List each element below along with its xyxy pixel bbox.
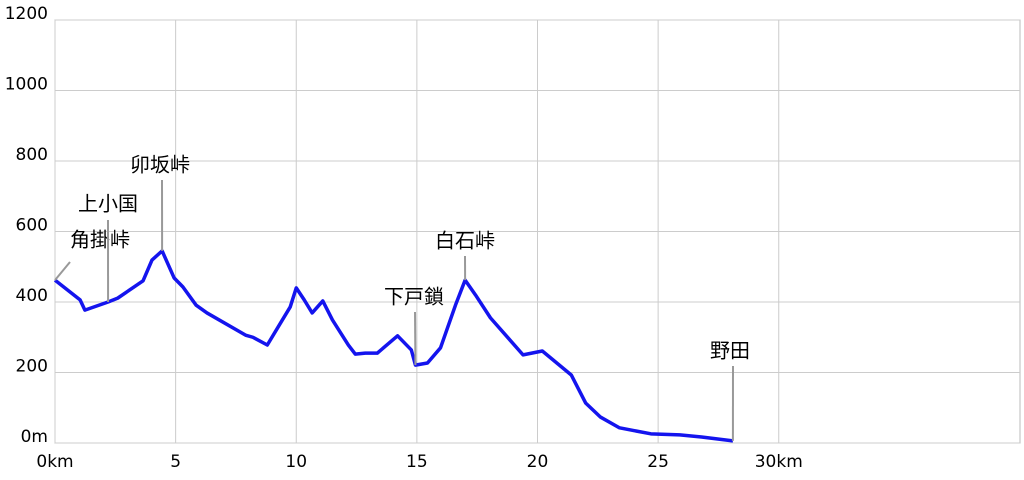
annotation-leader: [55, 262, 70, 280]
x-tick-label: 20: [527, 452, 549, 472]
annotation-label: 白石峠: [435, 229, 495, 253]
x-tick-label: 10: [285, 452, 307, 472]
y-tick-label: 1200: [5, 4, 48, 24]
x-tick-label: 0km: [36, 452, 73, 472]
annotation-label: 上小国: [78, 192, 138, 216]
y-tick-label: 600: [16, 216, 48, 236]
y-tick-label: 200: [16, 357, 48, 377]
x-tick-label: 25: [647, 452, 669, 472]
y-tick-label: 400: [16, 286, 48, 306]
annotation-label: 角掛峠: [70, 228, 130, 252]
annotation-label: 卯坂峠: [130, 153, 190, 177]
y-tick-label: 800: [16, 145, 48, 165]
y-tick-label: 0m: [21, 427, 48, 447]
y-tick-label: 1000: [5, 75, 48, 95]
x-tick-label: 30km: [755, 452, 803, 472]
x-tick-label: 5: [170, 452, 181, 472]
elevation-line: [55, 251, 733, 441]
x-tick-label: 15: [406, 452, 428, 472]
annotation-label: 下戸鎖: [384, 285, 444, 309]
annotation-label: 野田: [710, 339, 750, 363]
